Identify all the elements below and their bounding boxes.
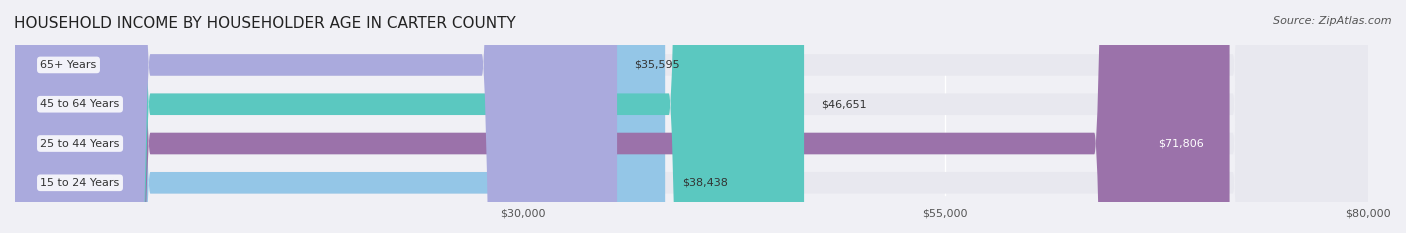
FancyBboxPatch shape <box>15 0 1368 233</box>
FancyBboxPatch shape <box>15 0 617 233</box>
Text: $35,595: $35,595 <box>634 60 679 70</box>
Text: Source: ZipAtlas.com: Source: ZipAtlas.com <box>1274 16 1392 26</box>
Text: $46,651: $46,651 <box>821 99 866 109</box>
FancyBboxPatch shape <box>15 0 804 233</box>
FancyBboxPatch shape <box>15 0 1368 233</box>
Text: 45 to 64 Years: 45 to 64 Years <box>41 99 120 109</box>
FancyBboxPatch shape <box>15 0 1368 233</box>
Text: 25 to 44 Years: 25 to 44 Years <box>41 138 120 148</box>
Text: 15 to 24 Years: 15 to 24 Years <box>41 178 120 188</box>
FancyBboxPatch shape <box>15 0 1368 233</box>
Text: $71,806: $71,806 <box>1159 138 1204 148</box>
FancyBboxPatch shape <box>15 0 1230 233</box>
Text: $38,438: $38,438 <box>682 178 728 188</box>
Text: HOUSEHOLD INCOME BY HOUSEHOLDER AGE IN CARTER COUNTY: HOUSEHOLD INCOME BY HOUSEHOLDER AGE IN C… <box>14 16 516 31</box>
FancyBboxPatch shape <box>15 0 665 233</box>
Text: 65+ Years: 65+ Years <box>41 60 97 70</box>
